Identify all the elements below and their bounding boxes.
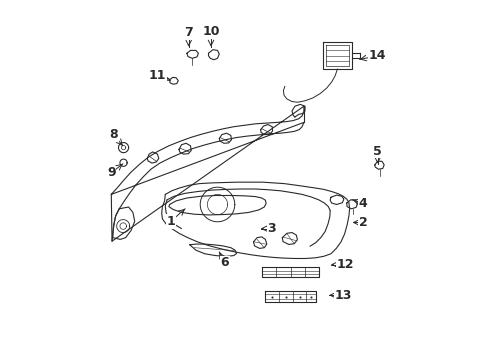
Text: 13: 13 xyxy=(334,289,351,302)
Text: 12: 12 xyxy=(336,258,353,271)
Text: 9: 9 xyxy=(107,166,115,179)
Text: 7: 7 xyxy=(184,26,193,39)
Text: 1: 1 xyxy=(166,215,175,228)
Text: 6: 6 xyxy=(220,256,228,269)
Text: 3: 3 xyxy=(266,222,275,235)
Text: 4: 4 xyxy=(358,197,367,210)
Text: 5: 5 xyxy=(372,145,381,158)
Text: 14: 14 xyxy=(368,49,386,62)
Text: 2: 2 xyxy=(358,216,367,229)
Text: 8: 8 xyxy=(109,129,118,141)
Text: 11: 11 xyxy=(148,69,166,82)
Text: 10: 10 xyxy=(202,25,219,38)
